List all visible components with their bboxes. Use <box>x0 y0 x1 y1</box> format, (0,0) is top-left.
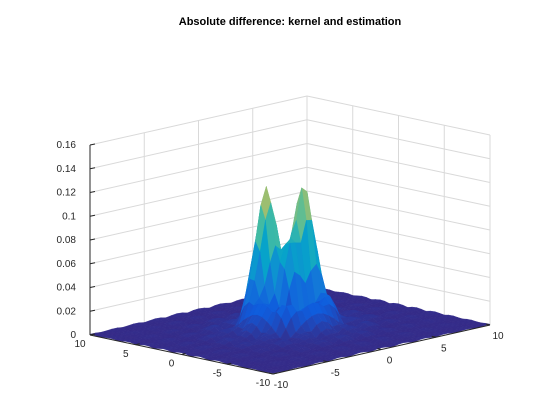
z-tick-label: 0 <box>70 330 76 341</box>
wall-gridline <box>306 119 491 160</box>
x-tick-mark <box>485 323 491 326</box>
wall-gridline <box>89 166 308 217</box>
wall-gridline <box>306 190 491 231</box>
surface-patch <box>268 370 279 374</box>
x-tick-label: 5 <box>441 343 447 354</box>
z-tick-label: 0.1 <box>62 211 76 222</box>
z-tick-mark <box>89 143 96 146</box>
z-tick-label: 0.16 <box>57 140 77 151</box>
wall-gridline <box>89 119 308 170</box>
z-tick-label: 0.08 <box>57 235 77 246</box>
axes <box>89 143 491 375</box>
z-tick-label: 0.14 <box>57 164 77 175</box>
y-tick-mark <box>135 343 140 346</box>
y-tick-label: 10 <box>74 339 86 350</box>
z-tick-label: 0.04 <box>57 283 77 294</box>
y-tick-mark <box>89 333 95 336</box>
x-tick-mark <box>431 335 436 338</box>
wall-gridline <box>306 143 491 183</box>
y-tick-mark <box>227 362 232 365</box>
chart-title: Absolute difference: kernel and estimati… <box>179 16 402 28</box>
z-tick-mark <box>89 167 96 170</box>
z-tick-mark <box>89 309 96 312</box>
x-tick-label: 10 <box>492 331 504 342</box>
z-tick-label: 0.06 <box>57 259 77 270</box>
x-tick-mark <box>377 348 382 350</box>
wall-gridline <box>306 238 491 278</box>
z-tick-mark <box>89 238 96 241</box>
y-tick-mark <box>181 353 186 355</box>
y-tick-mark <box>272 372 278 375</box>
z-tick-mark <box>89 262 96 265</box>
y-tick-label: -10 <box>256 378 271 389</box>
y-tick-label: 5 <box>123 349 129 360</box>
x-tick-label: 0 <box>387 356 393 367</box>
wall-gridline <box>306 261 491 302</box>
x-tick-label: -5 <box>331 368 340 379</box>
surface <box>89 185 491 374</box>
y-tick-label: -5 <box>213 368 222 379</box>
y-tick-label: 0 <box>169 359 175 370</box>
wall-gridline <box>306 166 491 207</box>
z-tick-label: 0.12 <box>57 188 77 199</box>
z-tick-mark <box>89 191 96 193</box>
x-tick-label: -10 <box>274 380 289 391</box>
x-tick-mark <box>323 360 328 363</box>
wall-gridline <box>89 95 308 146</box>
z-tick-mark <box>89 286 96 288</box>
tick-labels: 0 0.02 0.04 0.06 0.08 0.1 0.12 0.14 0.16 -10 -5 0 5 1… <box>57 140 504 391</box>
wall-gridline <box>89 190 308 241</box>
z-tick-label: 0.02 <box>57 306 77 317</box>
x-tick-mark <box>268 372 274 375</box>
wall-gridline <box>89 143 308 193</box>
z-tick-mark <box>89 214 96 217</box>
wall-gridline <box>306 95 491 136</box>
wall-gridline <box>306 214 491 255</box>
